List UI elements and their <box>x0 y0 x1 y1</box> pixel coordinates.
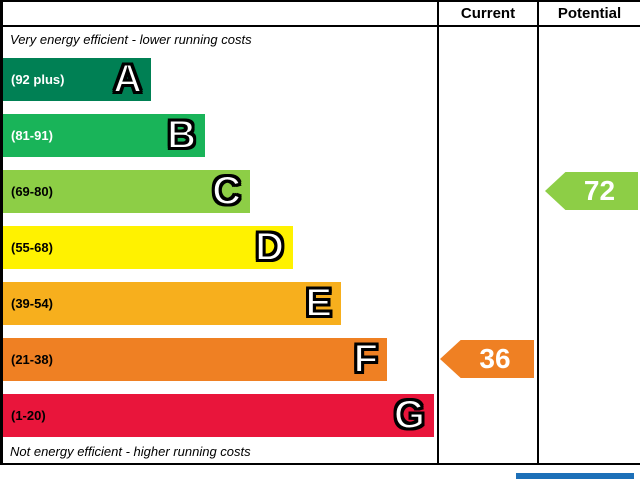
band-b: (81-91) B <box>3 113 205 158</box>
band-c: (69-80) C <box>3 169 250 214</box>
band-a-letter: A <box>112 57 143 102</box>
band-d: (55-68) D <box>3 225 293 270</box>
band-g-letter: G <box>393 393 426 438</box>
bottom-note: Not energy efficient - higher running co… <box>10 444 251 459</box>
band-c-letter: C <box>211 169 242 214</box>
potential-column-header: Potential <box>557 5 622 22</box>
potential-rating-value: 72 <box>583 175 616 206</box>
band-c-range-label: (69-80) <box>11 184 53 199</box>
band-a: (92 plus) A <box>3 57 151 102</box>
band-f: (21-38) F <box>3 337 387 382</box>
band-b-letter: B <box>166 113 197 158</box>
top-border <box>0 0 640 2</box>
band-g: (1-20) G <box>3 393 434 438</box>
band-a-range-label: (92 plus) <box>11 72 65 87</box>
header-separator <box>0 25 640 27</box>
current-rating-arrow: 36 <box>440 340 534 378</box>
left-border <box>0 0 3 465</box>
potential-column-divider <box>537 0 539 465</box>
band-f-letter: F <box>353 337 379 382</box>
band-d-letter: D <box>254 225 285 270</box>
current-rating-value: 36 <box>479 343 511 374</box>
bottom-border <box>0 463 640 465</box>
band-b-range-label: (81-91) <box>11 128 53 143</box>
band-f-range-label: (21-38) <box>11 352 53 367</box>
band-g-range-label: (1-20) <box>11 408 46 423</box>
band-e-letter: E <box>304 281 333 326</box>
potential-rating-arrow: 72 <box>545 172 638 210</box>
current-column-header: Current <box>460 5 516 22</box>
band-e: (39-54) E <box>3 281 341 326</box>
eu-directive-box-partial <box>516 473 634 479</box>
current-column-divider <box>437 0 439 465</box>
top-note: Very energy efficient - lower running co… <box>10 32 252 47</box>
band-e-range-label: (39-54) <box>11 296 53 311</box>
band-d-range-label: (55-68) <box>11 240 53 255</box>
